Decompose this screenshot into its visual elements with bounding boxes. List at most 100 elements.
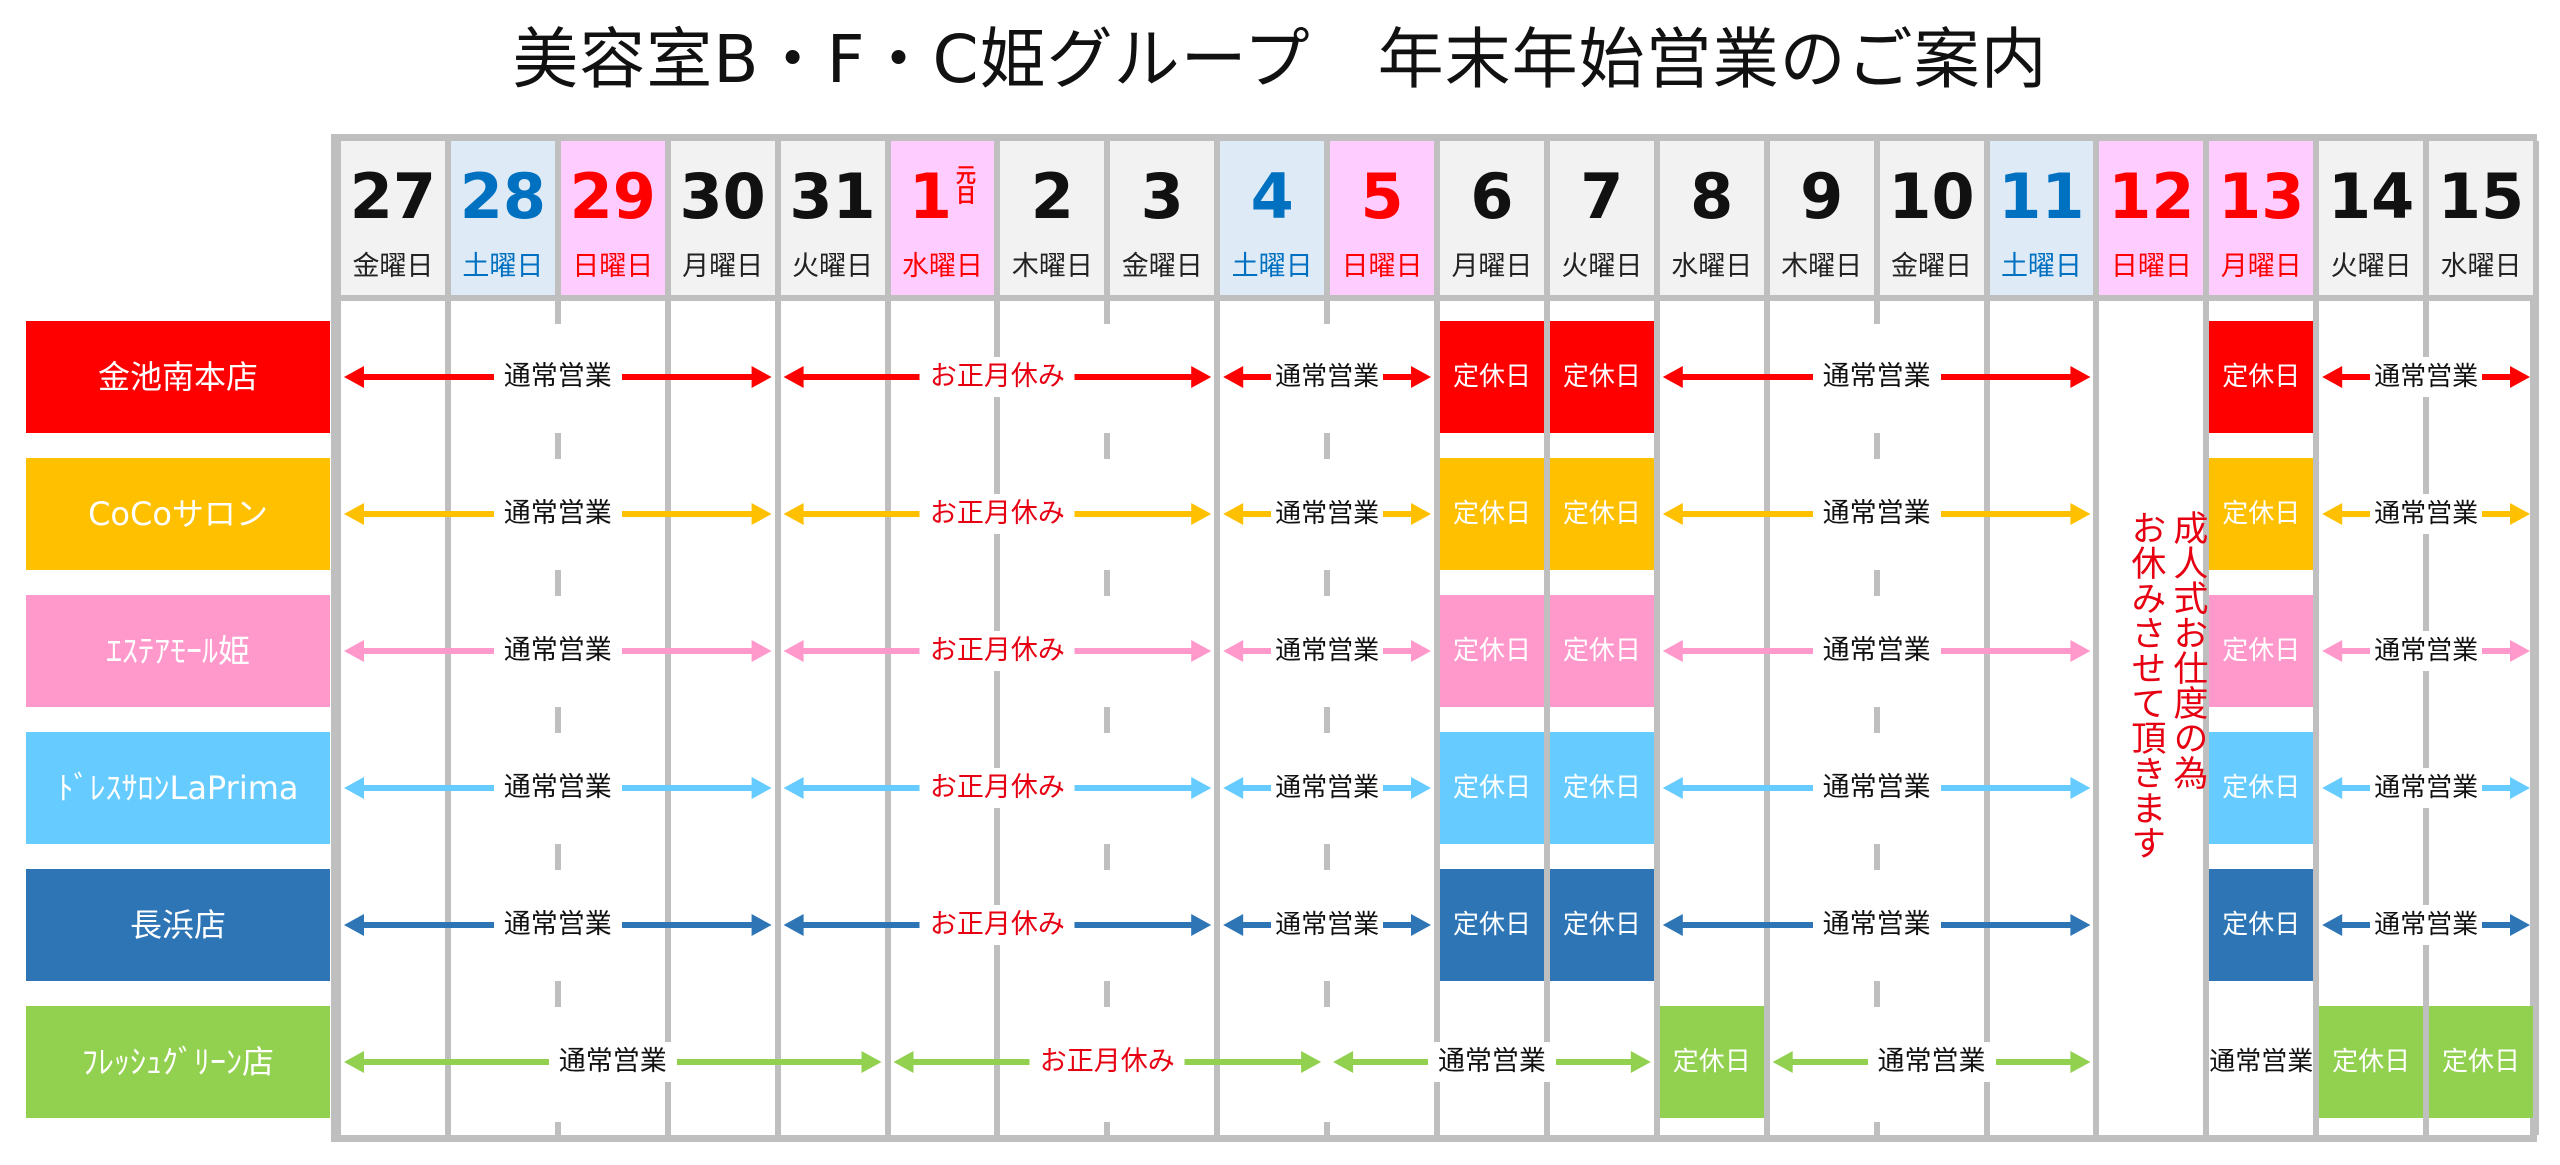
day-of-week: 水曜日 (2440, 251, 2522, 282)
day-header: 1 元日 水曜日 (887, 141, 998, 295)
closed-day-cell: 定休日 (1549, 869, 1654, 981)
day-number-text: 8 (1690, 160, 1734, 233)
open-period-label: 通常営業 (1271, 905, 1384, 945)
grid-line (1653, 141, 1660, 1135)
store-name: ｴｽﾃｱﾓｰﾙ姫 (26, 595, 330, 707)
arrow-head-right (1630, 1051, 1651, 1073)
day-of-week: 土曜日 (462, 251, 544, 282)
day-header: 29 日曜日 (557, 141, 668, 295)
grid-dash (554, 432, 561, 459)
grid-dash (1324, 1122, 1331, 1136)
arrow-head-left (344, 640, 364, 662)
day-of-week: 日曜日 (2110, 251, 2192, 282)
day-of-week: 木曜日 (1781, 251, 1863, 282)
day-number-text: 11 (1998, 160, 2085, 233)
day-header: 13 月曜日 (2206, 141, 2317, 295)
grid-dash (1104, 980, 1111, 1007)
day-of-week: 火曜日 (1561, 251, 1643, 282)
day-number: 13 (2206, 159, 2316, 235)
arrow-head-right (1411, 914, 1431, 936)
arrow-head-left (344, 777, 364, 799)
open-period-label: 通常営業 (1812, 768, 1941, 808)
open-period-label: 通常営業 (493, 357, 622, 397)
arrow-head-right (2510, 503, 2530, 525)
arrow-head-left (783, 640, 804, 662)
day-number-text: 7 (1580, 160, 1624, 233)
open-period-label: 通常営業 (1271, 357, 1384, 397)
grid-dash (1873, 1122, 1880, 1136)
arrow-head-right (1191, 914, 1212, 936)
closed-day-cell: 定休日 (1440, 869, 1544, 981)
arrow-head-left (2322, 503, 2343, 525)
arrow-head-right (1411, 366, 1431, 388)
day-number-text: 13 (2218, 160, 2305, 233)
day-header: 10 金曜日 (1876, 141, 1987, 295)
arrow-head-left (1333, 1051, 1354, 1073)
day-of-week: 土曜日 (1231, 251, 1313, 282)
grid-dash (554, 980, 561, 1007)
arrow-head-right (2510, 914, 2530, 936)
grid-dash (554, 843, 561, 870)
arrow-head-left (1223, 640, 1244, 662)
day-number: 9 (1767, 159, 1877, 235)
day-header: 4 土曜日 (1217, 141, 1328, 295)
arrow-head-left (783, 914, 804, 936)
arrow-head-left (783, 503, 804, 525)
grid-dash (554, 706, 561, 733)
grid-dash (1324, 980, 1331, 1007)
day-number-text: 27 (349, 160, 437, 233)
arrow-head-right (2070, 914, 2091, 936)
closed-day-cell: 定休日 (1440, 458, 1544, 570)
open-period-label: 通常営業 (493, 905, 622, 945)
arrow-head-left (1662, 640, 1683, 662)
new-year-holiday-label: お正月休み (919, 357, 1075, 397)
grid-line (1983, 141, 1990, 1135)
day-header: 7 火曜日 (1546, 141, 1657, 295)
day-number: 8 (1657, 159, 1767, 235)
page-title: 美容室B・F・C姫グループ 年末年始営業のご案内 (512, 21, 2048, 98)
day-header: 3 金曜日 (1107, 141, 1218, 295)
new-year-holiday-label: お正月休み (919, 494, 1075, 534)
day-header: 31 火曜日 (777, 141, 888, 295)
new-year-holiday-label: お正月休み (919, 905, 1075, 945)
arrow-head-right (1411, 640, 1431, 662)
open-period-label: 通常営業 (1271, 631, 1384, 671)
open-period-label: 通常営業 (1271, 768, 1384, 808)
day-of-week: 日曜日 (1341, 251, 1423, 282)
day-header: 12 日曜日 (2096, 141, 2207, 295)
day-header: 28 土曜日 (447, 141, 558, 295)
day-number-text: 28 (459, 160, 546, 233)
open-period-label: 通常営業 (2370, 631, 2483, 671)
closed-day-cell: 定休日 (2209, 595, 2314, 707)
closed-day-cell: 定休日 (1659, 1006, 1764, 1118)
arrow-head-right (751, 503, 772, 525)
arrow-head-left (1223, 503, 1244, 525)
day-header: 14 火曜日 (2316, 141, 2427, 295)
arrow-head-right (1411, 777, 1431, 799)
closed-day-cell: 定休日 (1440, 321, 1544, 433)
open-period-label: 通常営業 (493, 494, 622, 534)
arrow-head-right (2070, 640, 2091, 662)
closed-day-cell: 定休日 (1440, 595, 1544, 707)
day-of-week: 火曜日 (2330, 251, 2412, 282)
open-period-label: 通常営業 (1812, 631, 1941, 671)
open-period-label: 通常営業 (1812, 357, 1941, 397)
day-header: 6 月曜日 (1437, 141, 1547, 295)
open-period-label: 通常営業 (548, 1042, 677, 1082)
grid-dash (1324, 298, 1331, 324)
grid-dash (1873, 706, 1880, 733)
day-of-week: 月曜日 (1451, 251, 1533, 282)
arrow-head-left (1662, 777, 1683, 799)
day-of-week: 土曜日 (2000, 251, 2082, 282)
open-period-label: 通常営業 (1427, 1042, 1556, 1082)
day-number-text: 15 (2437, 160, 2525, 233)
arrow-head-right (1191, 640, 1212, 662)
grid-dash (1324, 706, 1331, 733)
grid-dash (1324, 843, 1331, 870)
grid-line (1543, 141, 1550, 1135)
arrow-head-left (783, 366, 804, 388)
grid-dash (1873, 432, 1880, 459)
arrow-head-left (1662, 503, 1683, 525)
open-period-label: 通常営業 (493, 631, 622, 671)
arrow-head-left (2322, 914, 2343, 936)
